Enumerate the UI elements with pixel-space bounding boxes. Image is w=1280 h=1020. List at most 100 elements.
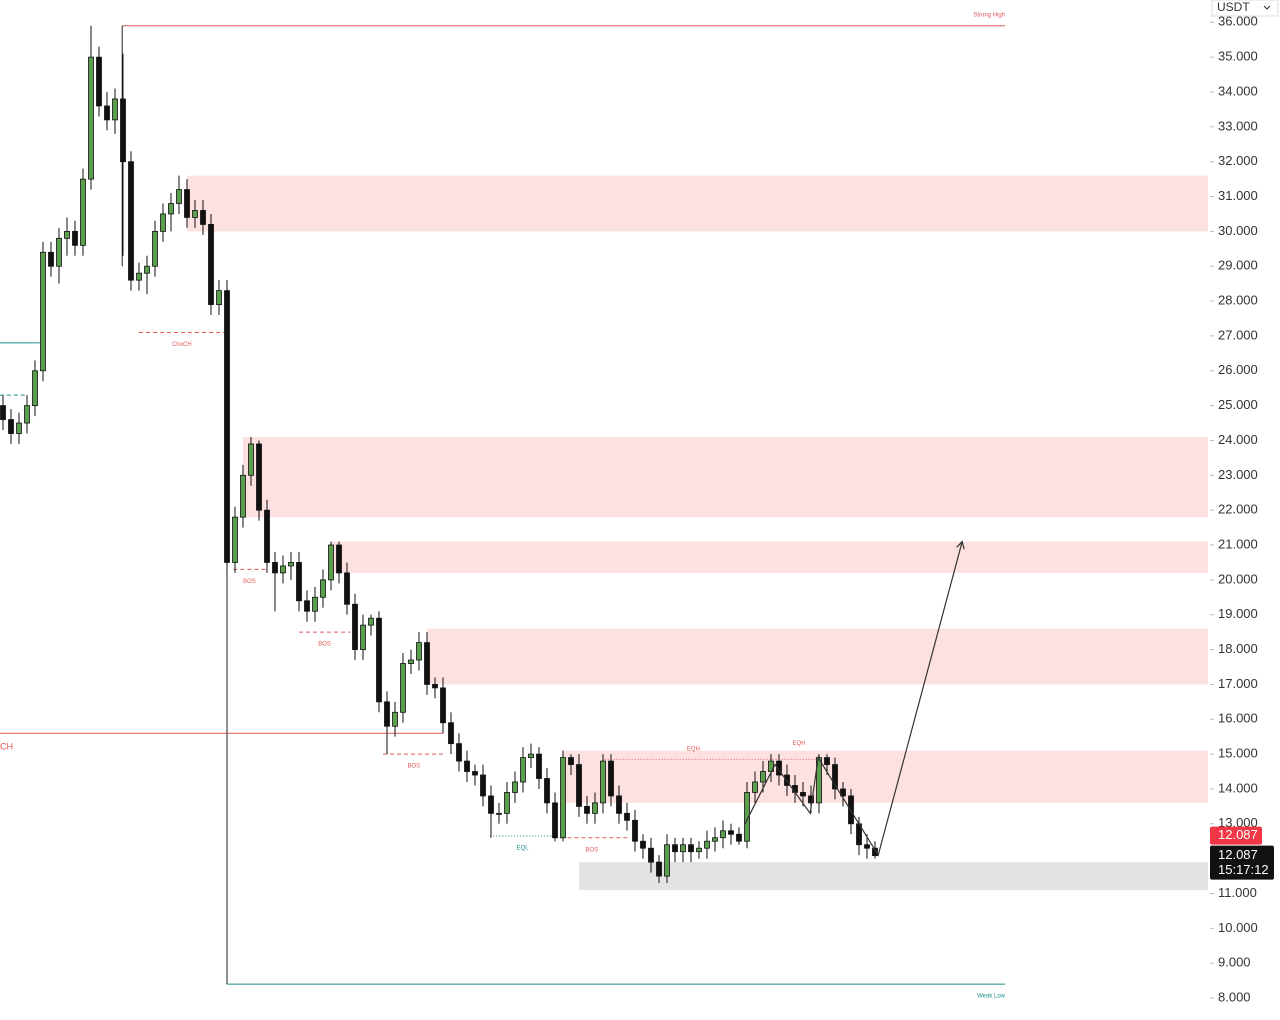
candle-body xyxy=(400,663,406,713)
countdown-tag xyxy=(1210,845,1274,880)
candle-body xyxy=(600,760,606,804)
candle-body xyxy=(624,812,630,821)
candle-body xyxy=(32,370,38,407)
y-tick-label: 17.000 xyxy=(1218,676,1258,691)
candle-body xyxy=(232,516,238,563)
zone xyxy=(187,175,1208,232)
y-tick-label: 31.000 xyxy=(1218,188,1258,203)
y-tick-label: 23.000 xyxy=(1218,467,1258,482)
projection-path xyxy=(744,541,963,857)
candle-body xyxy=(280,565,286,574)
candle-body xyxy=(472,771,478,776)
zone xyxy=(243,436,1208,518)
arrow-head xyxy=(956,540,965,550)
candle-body xyxy=(216,290,222,305)
candle-body xyxy=(552,802,558,839)
candle-body xyxy=(72,230,78,246)
candle-body xyxy=(512,781,518,793)
candle-body xyxy=(360,624,366,650)
candle-body xyxy=(616,795,622,814)
candle-body xyxy=(488,795,494,814)
level-label: Weak Low xyxy=(977,994,1006,1000)
candle-body xyxy=(664,844,670,877)
candle-body xyxy=(8,419,14,434)
candle-body xyxy=(696,847,702,853)
candle-body xyxy=(704,840,710,849)
candle-body xyxy=(872,847,878,857)
y-tick-label: 11.000 xyxy=(1218,885,1257,900)
candle-body xyxy=(496,812,502,815)
level-label: ChoCH xyxy=(172,342,192,348)
candle-body xyxy=(176,189,182,204)
candle-body xyxy=(416,642,422,661)
y-tick-label: 16.000 xyxy=(1218,711,1258,726)
candle-body xyxy=(56,237,62,267)
candle-body xyxy=(824,757,830,765)
annotation: EQH xyxy=(687,746,700,752)
candle-body xyxy=(424,642,430,685)
last-price-tag xyxy=(1210,826,1262,845)
candle-body xyxy=(480,774,486,797)
candle-body xyxy=(264,509,270,563)
candle-body xyxy=(296,562,302,602)
candle-body xyxy=(224,290,230,563)
y-tick-label: 35.000 xyxy=(1218,49,1258,64)
candle-body xyxy=(0,405,6,420)
candle-body xyxy=(752,781,758,793)
candle-body xyxy=(24,405,30,424)
countdown-label: 15:17:12 xyxy=(1218,862,1269,877)
last-price-label: 12.087 xyxy=(1218,827,1258,842)
candle-body xyxy=(800,792,806,797)
level-label: BOS xyxy=(585,847,598,853)
level-label: BOS xyxy=(318,642,331,648)
candle-body xyxy=(544,778,550,804)
candle-body xyxy=(144,265,150,274)
y-tick-label: 22.000 xyxy=(1218,502,1258,517)
candle-body xyxy=(840,788,846,797)
candle-body xyxy=(680,844,686,853)
candle-body xyxy=(152,230,158,267)
candle-body xyxy=(368,617,374,626)
y-tick-label: 29.000 xyxy=(1218,258,1258,273)
candle-body xyxy=(504,792,510,814)
candle-body xyxy=(776,760,782,776)
candle-body xyxy=(592,802,598,814)
y-tick-label: 10.000 xyxy=(1218,920,1258,935)
candle-body xyxy=(392,711,398,727)
candle-body xyxy=(520,757,526,783)
candle-body xyxy=(40,251,46,372)
candle-body xyxy=(96,56,102,107)
candle-body xyxy=(88,56,94,180)
candle-body xyxy=(536,753,542,779)
level-label: CH xyxy=(0,742,13,752)
zone xyxy=(563,750,1208,803)
y-tick-label: 24.000 xyxy=(1218,432,1258,447)
candle-body xyxy=(104,105,110,121)
candle-body xyxy=(328,544,334,581)
candle-body xyxy=(320,579,326,598)
currency-selector[interactable] xyxy=(1211,0,1279,17)
y-tick-label: 30.000 xyxy=(1218,223,1258,238)
y-tick-label: 25.000 xyxy=(1218,397,1258,412)
candle-body xyxy=(112,98,118,121)
candle-body xyxy=(432,684,438,689)
candle-body xyxy=(192,210,198,218)
candle-body xyxy=(464,760,470,772)
candle-body xyxy=(528,753,534,758)
y-tick-label: 32.000 xyxy=(1218,153,1258,168)
candle-body xyxy=(80,178,86,246)
candle-body xyxy=(672,844,678,853)
candle-body xyxy=(656,861,662,877)
candle-body xyxy=(272,562,278,574)
y-tick-label: 33.000 xyxy=(1218,118,1258,133)
y-tick-label: 8.000 xyxy=(1218,989,1251,1004)
candle-body xyxy=(816,757,822,804)
y-tick-label: 21.000 xyxy=(1218,536,1258,551)
candle-body xyxy=(864,844,870,849)
candle-body xyxy=(608,760,614,797)
y-tick-label: 15.000 xyxy=(1218,746,1258,761)
zone xyxy=(579,862,1208,891)
candle-body xyxy=(832,764,838,790)
candle-body xyxy=(760,771,766,783)
